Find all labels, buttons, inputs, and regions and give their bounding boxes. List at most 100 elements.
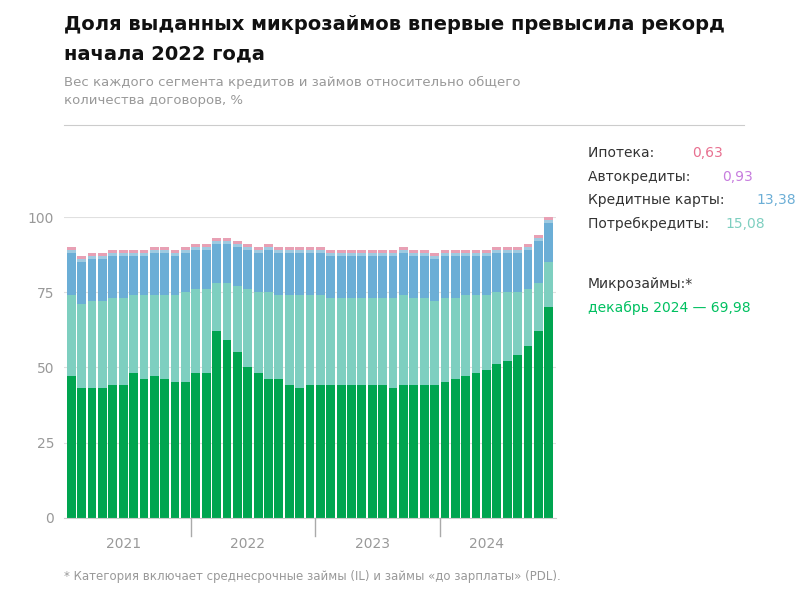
Bar — [139, 250, 148, 253]
Bar — [337, 256, 346, 298]
Bar — [150, 377, 158, 518]
Bar — [88, 389, 97, 518]
Bar — [326, 253, 335, 256]
Bar — [181, 292, 190, 383]
Bar — [98, 253, 107, 256]
Bar — [98, 259, 107, 301]
Bar — [420, 250, 429, 253]
Bar — [513, 253, 522, 292]
Bar — [295, 389, 304, 518]
Bar — [337, 386, 346, 518]
Bar — [462, 295, 470, 377]
Bar — [295, 248, 304, 250]
Bar — [160, 253, 169, 295]
Bar — [430, 253, 439, 256]
Text: 2022: 2022 — [230, 537, 266, 551]
Bar — [523, 289, 532, 346]
Bar — [191, 244, 200, 248]
Bar — [108, 298, 117, 386]
Bar — [410, 298, 418, 386]
Bar — [88, 301, 97, 389]
Bar — [523, 346, 532, 518]
Bar — [430, 386, 439, 518]
Bar — [368, 256, 377, 298]
Bar — [523, 248, 532, 250]
Bar — [493, 292, 502, 364]
Bar — [233, 241, 242, 244]
Bar — [326, 298, 335, 386]
Bar — [129, 295, 138, 374]
Bar — [462, 253, 470, 256]
Bar — [368, 250, 377, 253]
Bar — [513, 250, 522, 253]
Bar — [534, 241, 542, 283]
Bar — [503, 248, 512, 250]
Bar — [358, 298, 366, 386]
Bar — [129, 250, 138, 253]
Bar — [451, 256, 460, 298]
Bar — [274, 380, 283, 518]
Bar — [358, 250, 366, 253]
Bar — [534, 235, 542, 238]
Text: 15,08: 15,08 — [726, 217, 766, 231]
Bar — [368, 298, 377, 386]
Bar — [493, 364, 502, 518]
Bar — [451, 380, 460, 518]
Bar — [389, 298, 398, 389]
Bar — [316, 253, 325, 295]
Bar — [67, 295, 76, 377]
Bar — [274, 248, 283, 250]
Bar — [295, 250, 304, 253]
Bar — [462, 377, 470, 518]
Bar — [274, 295, 283, 380]
Text: Кредитные карты:: Кредитные карты: — [588, 193, 729, 208]
Bar — [420, 386, 429, 518]
Bar — [118, 386, 127, 518]
Bar — [441, 256, 450, 298]
Bar — [181, 248, 190, 250]
Bar — [482, 250, 491, 253]
Bar — [170, 250, 179, 253]
Bar — [337, 253, 346, 256]
Text: Автокредиты:: Автокредиты: — [588, 170, 694, 184]
Bar — [202, 289, 210, 374]
Bar — [139, 256, 148, 295]
Bar — [399, 386, 408, 518]
Bar — [482, 295, 491, 371]
Bar — [347, 298, 356, 386]
Bar — [108, 386, 117, 518]
Bar — [389, 253, 398, 256]
Text: 2023: 2023 — [354, 537, 390, 551]
Bar — [472, 295, 481, 374]
Bar — [233, 244, 242, 248]
Bar — [108, 250, 117, 253]
Bar — [212, 283, 221, 331]
Bar — [316, 250, 325, 253]
Bar — [88, 253, 97, 256]
Bar — [118, 253, 127, 256]
Bar — [254, 253, 262, 292]
Bar — [78, 259, 86, 262]
Bar — [399, 250, 408, 253]
Bar — [78, 304, 86, 389]
Bar — [544, 220, 553, 223]
Bar — [482, 253, 491, 256]
Bar — [306, 295, 314, 386]
Bar — [378, 386, 387, 518]
Bar — [295, 295, 304, 389]
Bar — [202, 374, 210, 518]
Bar — [493, 248, 502, 250]
Bar — [462, 250, 470, 253]
Bar — [160, 380, 169, 518]
Bar — [254, 248, 262, 250]
Bar — [534, 238, 542, 241]
Bar — [181, 250, 190, 253]
Text: 13,38: 13,38 — [756, 193, 796, 208]
Bar — [212, 241, 221, 244]
Bar — [389, 389, 398, 518]
Text: Микрозаймы:*: Микрозаймы:* — [588, 277, 694, 291]
Bar — [160, 295, 169, 380]
Bar — [306, 386, 314, 518]
Bar — [233, 286, 242, 352]
Bar — [78, 262, 86, 304]
